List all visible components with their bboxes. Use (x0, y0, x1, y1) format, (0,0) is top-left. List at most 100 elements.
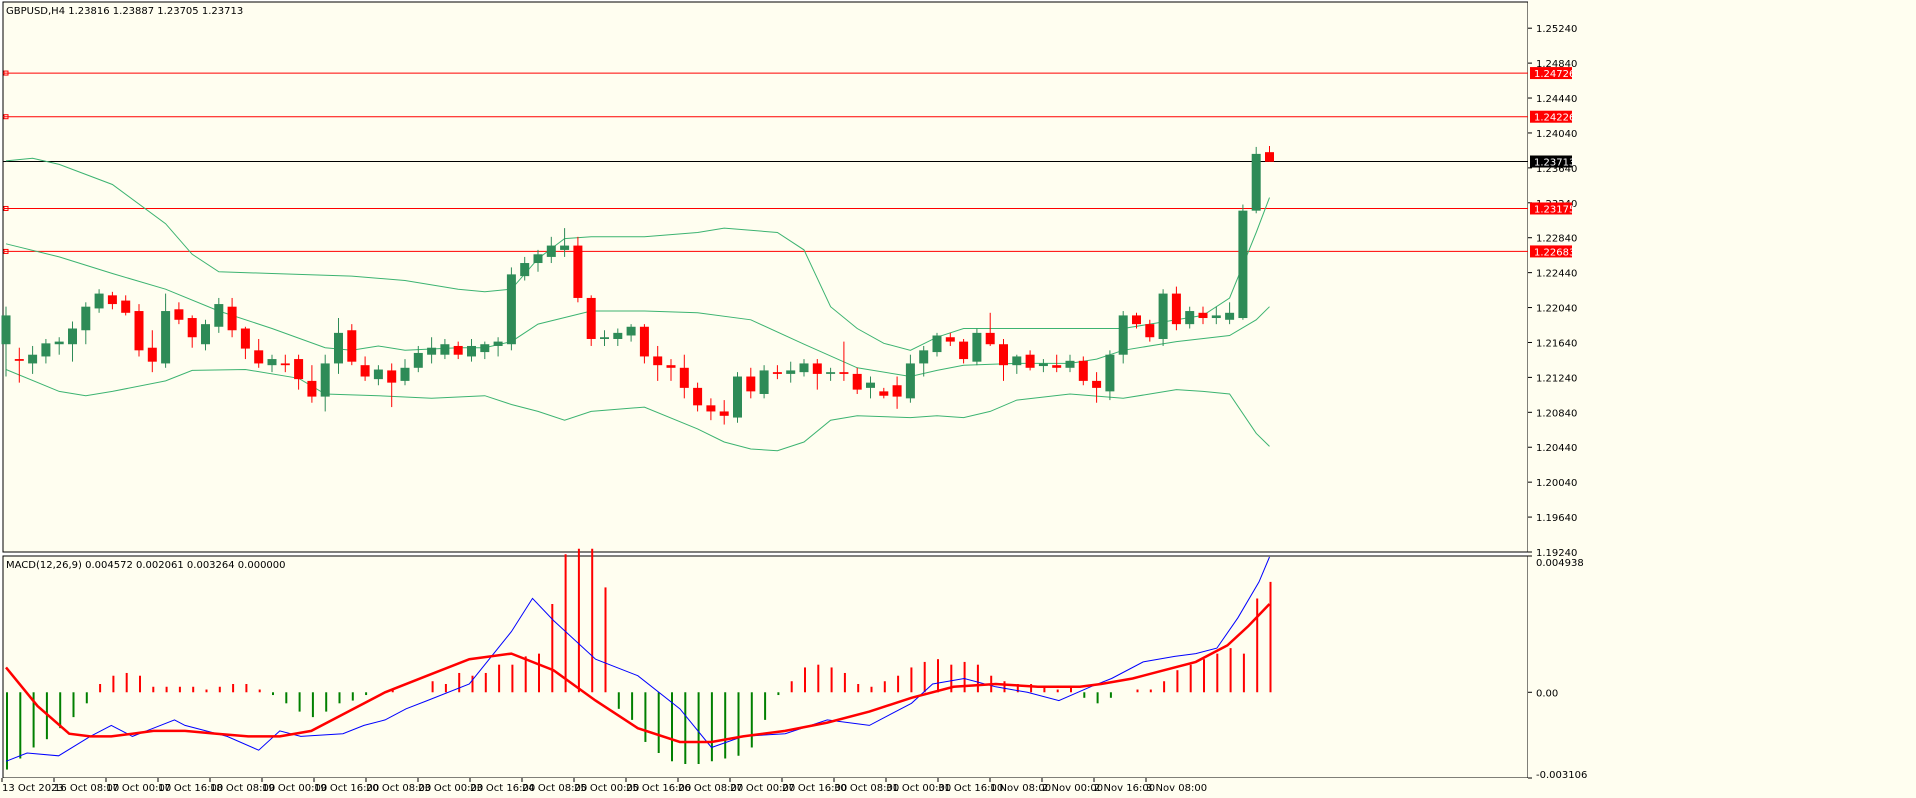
time-tick-label: 16 Oct 08:00 (54, 783, 119, 794)
candle-body (147, 347, 157, 362)
time-tick-label: 17 Oct 00:00 (106, 783, 171, 794)
candle-body (573, 245, 583, 298)
candle-body (746, 376, 756, 392)
candle-body (347, 330, 357, 362)
signal-line (5, 603, 1271, 744)
candle-body (639, 326, 649, 357)
candle-body (201, 324, 210, 345)
candle-body (1025, 354, 1035, 368)
price-tick-label: 1.24040 (1536, 129, 1577, 140)
candle-body (280, 363, 290, 366)
time-tick-label: 31 Oct 16:00 (938, 783, 1003, 794)
time-tick-label: 27 Oct 16:00 (782, 783, 847, 794)
candle-body (107, 295, 117, 305)
time-tick-label: 18 Oct 08:00 (210, 783, 275, 794)
candle-body (892, 385, 902, 397)
current-price-label: 1.23713 (1534, 158, 1575, 169)
candle-body (1198, 312, 1208, 319)
level-handle (3, 205, 9, 211)
price-tick-label: 1.22440 (1536, 269, 1577, 280)
candle-body (493, 341, 503, 346)
candle-body (1, 315, 11, 345)
level-tag-label: 1.24226 (1534, 113, 1575, 124)
candle-body (759, 370, 769, 394)
time-tick-label: 23 Oct 00:00 (418, 783, 483, 794)
candle-body (41, 343, 51, 357)
time-axis-background (0, 778, 1528, 798)
candle-body (1171, 293, 1181, 325)
candle-body (187, 318, 197, 338)
price-tick-label: 1.19240 (1536, 548, 1577, 559)
candle-body (666, 365, 676, 368)
candle-body (905, 363, 915, 399)
candle-body (1158, 293, 1168, 339)
candle-body (959, 341, 969, 360)
price-tick-label: 1.24840 (1536, 59, 1577, 70)
time-tick-label: 24 Oct 08:00 (522, 783, 587, 794)
candle-body (826, 372, 836, 374)
candles (1, 146, 1274, 425)
candle-body (812, 363, 822, 374)
candle-body (174, 309, 184, 320)
candle-body (985, 332, 995, 345)
candle-body (1078, 360, 1088, 381)
candle-body (999, 344, 1008, 366)
candle-body (772, 372, 782, 374)
price-tick-label: 1.20040 (1536, 478, 1577, 489)
candle-body (81, 306, 91, 331)
candle-body (852, 373, 862, 390)
candle-body (839, 372, 849, 374)
time-tick-label: 31 Oct 00:00 (886, 783, 951, 794)
time-tick-label: 2 Nov 16:00 (1094, 783, 1155, 794)
macd-lines (5, 556, 1271, 762)
candle-body (546, 245, 556, 257)
candle-body (413, 352, 423, 368)
candle-body (1092, 380, 1102, 388)
price-tick-label: 1.25240 (1536, 24, 1577, 35)
level-tag (1530, 67, 1572, 80)
candle-body (14, 359, 24, 361)
candle-body (320, 363, 330, 397)
candle-body (1225, 312, 1235, 320)
time-tick-label: 1 Nov 08:00 (990, 783, 1051, 794)
candle-body (387, 370, 397, 383)
price-axis: 1.252401.248401.244401.240401.236401.232… (1528, 24, 1587, 781)
price-tick-label: 1.22040 (1536, 304, 1577, 315)
time-tick-label: 30 Oct 08:00 (834, 783, 899, 794)
candle-body (679, 367, 689, 388)
chart-header: GBPUSD,H4 1.23816 1.23887 1.23705 1.2371… (6, 6, 243, 17)
candle-body (1052, 365, 1062, 368)
time-tick-label: 13 Oct 2023 (2, 783, 64, 794)
candle-body (267, 359, 277, 366)
candle-body (866, 382, 875, 388)
candle-body (427, 347, 437, 355)
price-tick-label: 1.19640 (1536, 513, 1577, 524)
macd-line (5, 556, 1270, 762)
macd-header: MACD(12,26,9) 0.004572 0.002061 0.003264… (6, 560, 286, 571)
candle-body (360, 365, 370, 377)
price-tick-label: 1.20840 (1536, 408, 1577, 419)
candle-body (1012, 356, 1022, 366)
candle-body (879, 391, 889, 396)
candle-body (467, 345, 476, 357)
price-tick-label: 1.24440 (1536, 94, 1577, 105)
time-tick-label: 26 Oct 08:00 (678, 783, 743, 794)
time-tick-label: 2 Nov 00:00 (1042, 783, 1103, 794)
price-tick-label: 1.21640 (1536, 338, 1577, 349)
level-handle (3, 114, 9, 120)
candle-body (161, 311, 171, 364)
level-tag (1530, 110, 1572, 123)
candle-body (626, 326, 636, 336)
candle-body (1105, 354, 1115, 392)
time-tick-label: 25 Oct 16:00 (626, 783, 691, 794)
time-tick-label: 3 Nov 08:00 (1146, 783, 1207, 794)
time-tick-label: 19 Oct 16:00 (314, 783, 379, 794)
time-tick-label: 27 Oct 00:00 (730, 783, 795, 794)
candle-body (480, 344, 490, 353)
level-handle (3, 70, 9, 76)
current-price-tag (1530, 155, 1572, 168)
candle-body (972, 332, 982, 362)
time-tick-label: 25 Oct 00:00 (574, 783, 639, 794)
